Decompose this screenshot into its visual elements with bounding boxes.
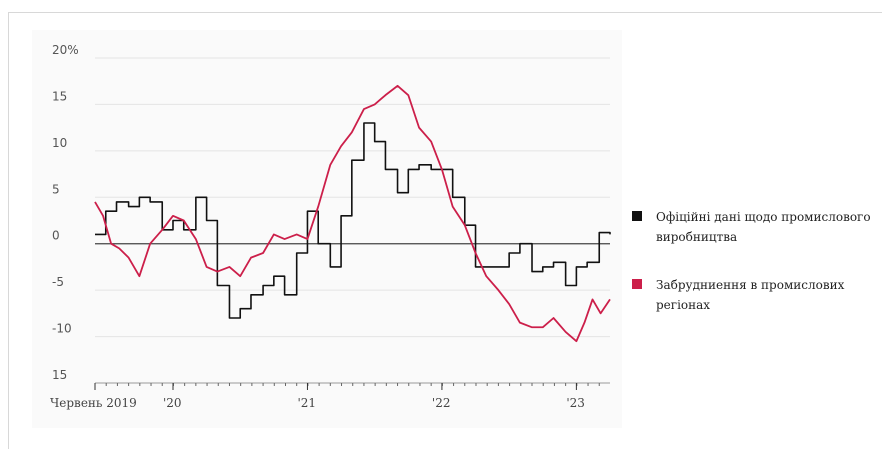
- x-axis: [94, 382, 610, 390]
- x-tick-label: '22: [432, 396, 451, 410]
- y-tick-label: 15: [52, 89, 67, 103]
- legend-swatch-pollution: [632, 279, 642, 289]
- y-tick-labels: 20% 15 10 5 0 -5 -10 15: [52, 43, 79, 382]
- series-line-0: [95, 122, 611, 319]
- x-tick-label: Червень 2019: [50, 396, 137, 410]
- series-lines: [94, 84, 611, 343]
- plot-panel: [32, 30, 622, 428]
- legend-item-official: Офіційні дані щодо промислового виробниц…: [632, 207, 882, 251]
- y-tick-label: 0: [52, 229, 60, 243]
- y-tick-label: 15: [52, 368, 67, 382]
- x-tick-label: '20: [163, 396, 182, 410]
- y-tick-label: 20%: [52, 43, 79, 57]
- x-tick-label: '21: [297, 396, 316, 410]
- legend-label-pollution: Забрудниення в промислових регіонах: [656, 278, 845, 312]
- y-tick-label: -5: [52, 275, 64, 289]
- x-tick-labels: Червень 2019 '20 '21 '22 '23: [50, 396, 585, 410]
- legend-item-pollution: Забрудниення в промислових регіонах: [632, 275, 882, 319]
- y-tick-label: -10: [52, 322, 72, 336]
- y-tick-label: 10: [52, 136, 67, 150]
- x-tick-label: '23: [566, 396, 585, 410]
- legend-label-official: Офіційні дані щодо промислового виробниц…: [656, 210, 871, 244]
- legend-swatch-official: [632, 211, 642, 221]
- y-tick-label: 5: [52, 182, 60, 196]
- series-line-1: [94, 84, 611, 343]
